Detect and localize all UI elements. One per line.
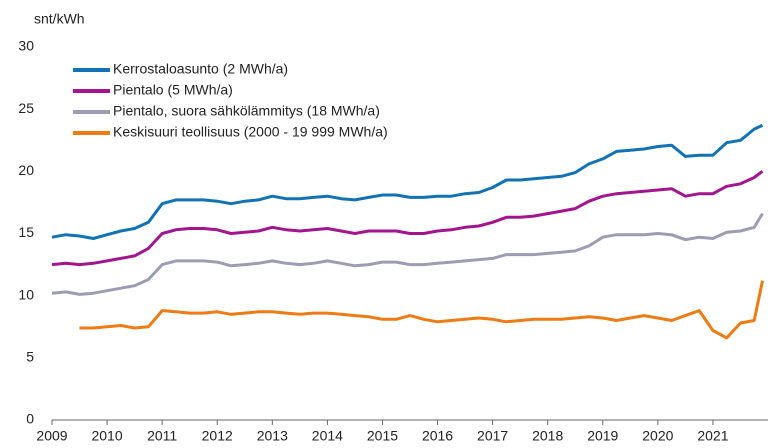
- y-tick-label: 30: [18, 38, 34, 54]
- x-tick-label: 2021: [697, 428, 728, 444]
- x-tick-label: 2020: [642, 428, 673, 444]
- series-line: [79, 280, 764, 340]
- y-tick-label: 10: [18, 286, 34, 302]
- x-tick-label: 2010: [91, 428, 122, 444]
- y-tick-label: 20: [18, 162, 34, 178]
- y-tick-label: 25: [18, 100, 34, 116]
- x-tick-label: 2009: [36, 428, 67, 444]
- legend-label: Keskisuuri teollisuus (2000 - 19 999 MWh…: [113, 124, 388, 140]
- x-tick-label: 2011: [147, 428, 177, 444]
- y-tick-label: 15: [18, 224, 34, 240]
- y-tick-label: 0: [26, 411, 34, 427]
- x-tick-label: 2015: [367, 428, 398, 444]
- x-tick-label: 2019: [587, 428, 618, 444]
- y-tick-label: 5: [26, 349, 34, 365]
- x-tick-label: 2012: [202, 428, 233, 444]
- x-tick-label: 2018: [532, 428, 563, 444]
- x-tick-label: 2016: [422, 428, 453, 444]
- series-line: [51, 170, 764, 267]
- series-line: [51, 123, 764, 240]
- legend-label: Kerrostaloasunto (2 MWh/a): [113, 61, 288, 77]
- x-tick-label: 2013: [257, 428, 288, 444]
- x-tick-label: 2017: [477, 428, 508, 444]
- legend-label: Pientalo, suora sähkölämmitys (18 MWh/a): [113, 103, 380, 119]
- legend-label: Pientalo (5 MWh/a): [113, 82, 233, 98]
- x-tick-label: 2014: [312, 428, 343, 444]
- series-line: [51, 212, 764, 296]
- y-axis-label: snt/kWh: [34, 11, 85, 27]
